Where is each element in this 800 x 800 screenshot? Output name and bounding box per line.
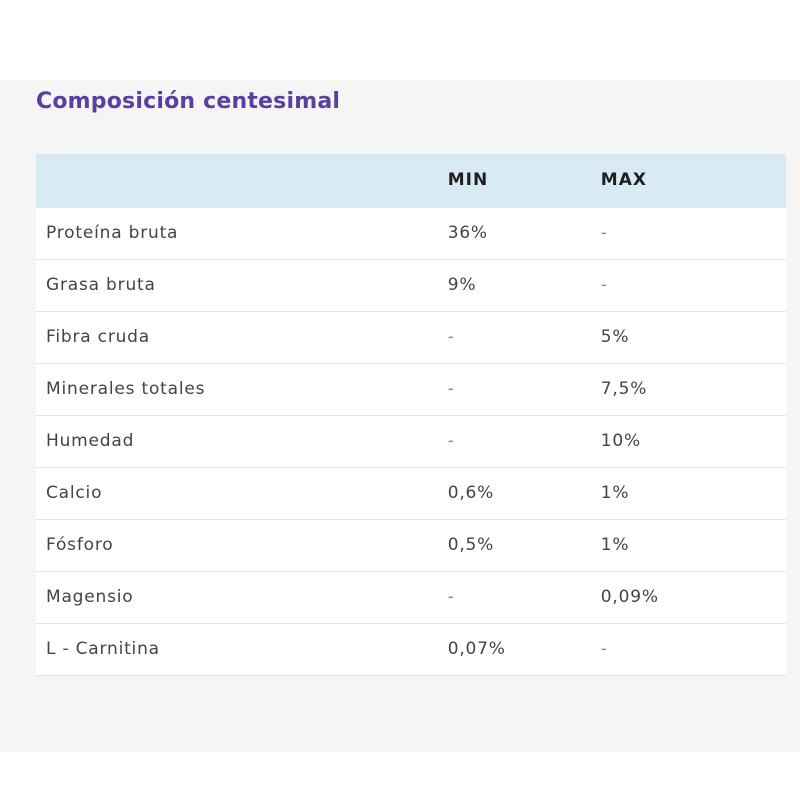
header-min: MIN: [447, 170, 489, 191]
nutrient-name-cell: Proteína bruta: [46, 223, 179, 243]
section-title: Composición centesimal: [36, 89, 341, 114]
table-row: Humedad - 10%: [36, 415, 786, 467]
max-value-cell: -: [600, 223, 608, 243]
max-value-cell: 10%: [600, 431, 641, 451]
min-value-cell: 9%: [447, 275, 477, 295]
table-row: Proteína bruta 36% -: [36, 207, 786, 259]
min-value-cell: 0,5%: [447, 535, 495, 555]
min-value-cell: -: [447, 327, 455, 347]
nutrient-name-cell: Fibra cruda: [46, 327, 150, 347]
max-value-cell: 5%: [600, 327, 630, 347]
min-value-cell: 0,6%: [447, 483, 495, 503]
max-value-cell: -: [600, 275, 608, 295]
nutrient-name-cell: Fósforo: [46, 535, 114, 555]
table-header-row: MIN MAX: [36, 154, 786, 207]
table-row: Grasa bruta 9% -: [36, 259, 786, 311]
min-value-cell: -: [447, 379, 455, 399]
table-row: L - Carnitina 0,07% -: [36, 623, 786, 675]
header-nutrient: [36, 154, 438, 207]
min-value-cell: 36%: [447, 223, 488, 243]
table-row: Fósforo 0,5% 1%: [36, 519, 786, 571]
table-row: Magensio - 0,09%: [36, 571, 786, 623]
nutrient-name-cell: Magensio: [46, 587, 134, 607]
composition-table: MIN MAX Proteína bruta 36% - Grasa bruta 9% -…: [36, 154, 786, 676]
nutrient-name-cell: Calcio: [46, 483, 103, 503]
nutrient-name-cell: Minerales totales: [46, 379, 206, 399]
table-row: Calcio 0,6% 1%: [36, 467, 786, 519]
table-row: Minerales totales - 7,5%: [36, 363, 786, 415]
min-value-cell: -: [447, 431, 455, 451]
min-value-cell: -: [447, 587, 455, 607]
nutrient-name-cell: Grasa bruta: [46, 275, 156, 295]
table-row: Fibra cruda - 5%: [36, 311, 786, 363]
min-value-cell: 0,07%: [447, 639, 506, 659]
nutrient-name-cell: Humedad: [46, 431, 135, 451]
header-max: MAX: [600, 170, 647, 191]
nutrient-name-cell: L - Carnitina: [46, 639, 160, 659]
max-value-cell: 1%: [600, 535, 630, 555]
table-body: Proteína bruta 36% - Grasa bruta 9% - Fibra cr…: [36, 207, 786, 675]
max-value-cell: 0,09%: [600, 587, 659, 607]
content-panel: [0, 80, 800, 752]
max-value-cell: 1%: [600, 483, 630, 503]
max-value-cell: -: [600, 639, 608, 659]
max-value-cell: 7,5%: [600, 379, 648, 399]
